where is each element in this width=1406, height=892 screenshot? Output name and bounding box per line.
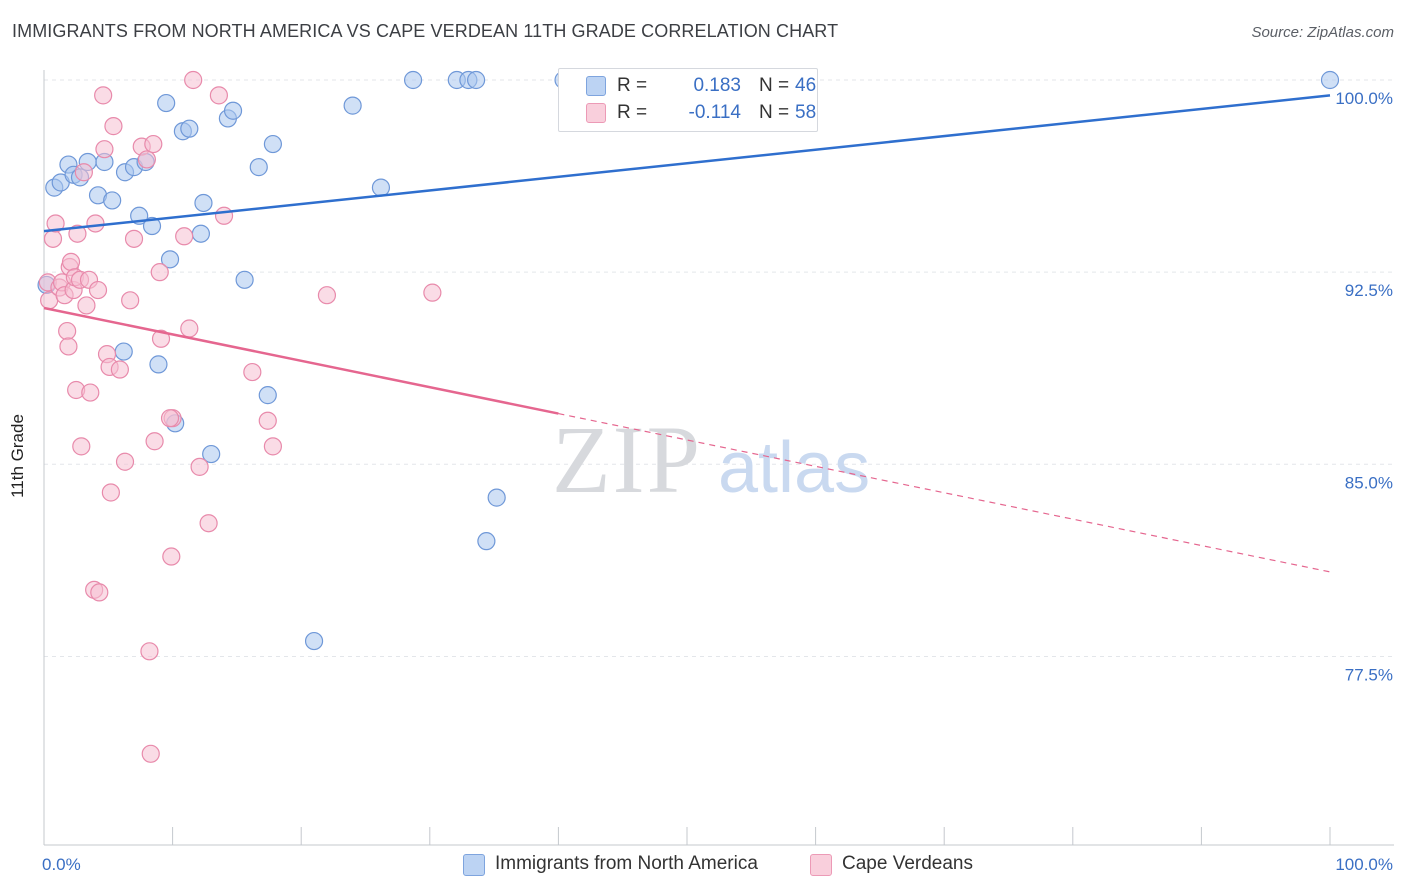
source-note: Source: ZipAtlas.com <box>1251 24 1394 41</box>
x-tick-label: 100.0% <box>1335 855 1393 874</box>
cape-verdean-point <box>58 321 77 341</box>
cape-verdean-point <box>150 263 169 282</box>
legend-r-value: -0.114 <box>688 102 741 123</box>
correlation-legend: R = 0.183 N = 46 R = -0.114 N = 58 <box>558 68 818 132</box>
north-america-point <box>304 631 324 651</box>
cape-verdean-point <box>175 227 194 246</box>
north-america-point <box>263 134 283 154</box>
tick-label-layer: 100.0% 92.5% 85.0% 77.5% 0.0% 100.0% <box>42 89 1393 874</box>
cape-verdean-point <box>94 86 113 105</box>
cape-verdean-point <box>243 362 262 382</box>
cape-verdean-point <box>95 140 114 159</box>
trend-layer <box>43 94 1331 573</box>
cape-verdean-point <box>77 296 96 315</box>
cape-verdean-point <box>90 583 109 602</box>
cape-verdean-point <box>317 286 337 305</box>
north-america-trendline <box>43 94 1331 233</box>
watermark-zip: ZIP <box>552 406 702 513</box>
cape-verdean-point <box>214 206 234 225</box>
y-tick-label: 92.5% <box>1345 281 1393 300</box>
north-america-point <box>194 193 213 213</box>
legend-n-label: N = <box>759 102 790 123</box>
north-america-point <box>487 488 506 507</box>
cape-verdean-point <box>59 337 78 356</box>
cape-verdean-point <box>115 452 135 471</box>
north-america-point <box>466 70 486 90</box>
points-layer <box>37 70 1340 763</box>
cape-verdean-point <box>162 547 181 566</box>
north-america-point <box>142 216 162 236</box>
north-america-point <box>477 532 496 551</box>
cape-verdean-point <box>72 437 91 456</box>
legend-swatch-pink <box>810 854 832 876</box>
y-tick-label: 85.0% <box>1345 473 1393 492</box>
cape-verdean-point <box>74 163 93 182</box>
cape-verdean-point <box>61 252 81 272</box>
cape-verdean-point <box>86 214 105 233</box>
north-america-point <box>235 270 254 289</box>
cape-verdean-point <box>121 291 140 310</box>
north-america-point <box>202 444 221 464</box>
cape-verdean-point <box>141 744 160 763</box>
legend-swatch-pink <box>586 103 606 123</box>
north-america-point <box>249 158 268 177</box>
legend-r-label: R = <box>617 102 648 123</box>
cape-verdean-point <box>81 383 100 402</box>
series-legend: Immigrants from North America Cape Verde… <box>0 852 1406 878</box>
chart-title: IMMIGRANTS FROM NORTH AMERICA VS CAPE VE… <box>12 21 839 41</box>
cape-verdean-point <box>184 70 203 90</box>
north-america-point <box>157 93 176 113</box>
legend-r-label: R = <box>617 75 648 96</box>
watermark-atlas: atlas <box>718 428 870 508</box>
x-tick-label: 0.0% <box>42 855 81 874</box>
north-america-point <box>371 178 391 197</box>
north-america-point <box>160 250 180 269</box>
cape-verdean-point <box>110 360 129 379</box>
cape-verdean-point <box>104 117 123 136</box>
cape-verdean-point <box>190 457 209 476</box>
north-america-point <box>103 191 122 210</box>
cape-verdean-point <box>151 329 171 348</box>
legend-swatch-blue <box>586 76 606 96</box>
cape-verdean-point <box>209 86 228 105</box>
cape-verdean-point <box>43 229 63 248</box>
y-tick-label: 100.0% <box>1335 89 1393 108</box>
y-tick-label: 77.5% <box>1345 665 1393 684</box>
legend-swatch-blue <box>463 854 485 876</box>
legend-r-value: 0.183 <box>693 75 741 96</box>
cape-verdean-point <box>88 280 108 300</box>
north-america-point <box>1320 70 1340 90</box>
legend-n-label: N = <box>759 75 790 96</box>
legend-n-value: 46 <box>795 75 817 96</box>
cape-verdean-trendline <box>43 306 559 415</box>
cape-verdean-point <box>423 283 442 302</box>
cape-verdean-point <box>140 642 159 661</box>
cape-verdean-point <box>199 514 218 533</box>
north-america-point <box>114 342 133 361</box>
cape-verdean-point <box>144 134 163 154</box>
cape-verdean-point <box>101 483 120 502</box>
axis-layer <box>43 70 1394 846</box>
cape-verdean-point <box>68 224 87 243</box>
watermark: ZIP atlas <box>552 406 870 513</box>
north-america-point <box>343 96 362 115</box>
cape-verdean-point <box>137 150 156 169</box>
cape-verdean-point <box>180 319 199 338</box>
legend-item-label: Cape Verdeans <box>842 853 973 874</box>
north-america-point <box>258 386 277 405</box>
cape-verdean-point <box>258 411 277 430</box>
north-america-point <box>191 224 210 243</box>
cape-verdean-point <box>145 432 164 451</box>
north-america-point <box>403 70 423 90</box>
north-america-point <box>223 101 243 120</box>
cape-verdean-point <box>160 409 180 428</box>
cape-verdean-point <box>124 229 144 248</box>
north-america-point <box>180 119 199 138</box>
legend-n-value: 58 <box>795 102 817 123</box>
north-america-point <box>149 355 168 374</box>
cape-verdean-point <box>46 214 65 233</box>
cape-verdean-point <box>263 437 283 456</box>
legend-item-label: Immigrants from North America <box>495 853 758 874</box>
